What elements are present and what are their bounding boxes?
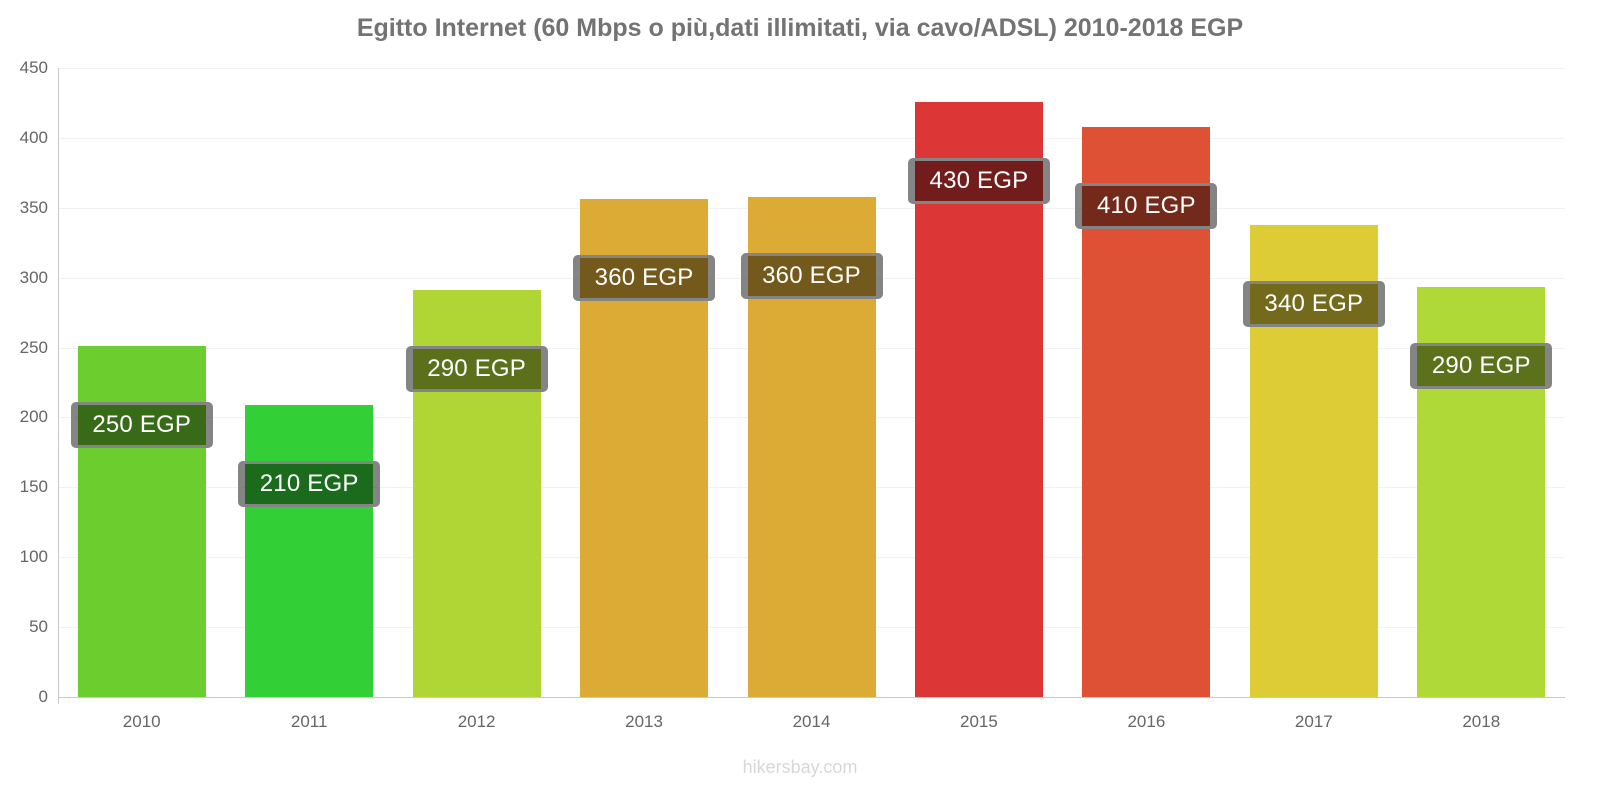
x-axis-line	[58, 697, 1565, 698]
x-axis-tick-label: 2018	[1462, 712, 1501, 731]
x-axis-tick-label: 2011	[290, 712, 328, 731]
bar-2011[interactable]	[245, 404, 374, 697]
y-axis-tick-label: 400	[19, 127, 48, 147]
bar-2014[interactable]	[747, 196, 876, 697]
bar-value-label-2017: 340 EGP	[1242, 280, 1385, 327]
bar-value-label-2014: 360 EGP	[740, 252, 883, 299]
y-axis-tick-label: 50	[29, 617, 48, 637]
y-axis-tick-label: 200	[19, 407, 48, 427]
y-axis-line	[58, 68, 59, 704]
y-axis-tick-label: 450	[19, 58, 48, 77]
bar-value-label-2010: 250 EGP	[70, 402, 213, 449]
x-axis-tick-label: 2014	[792, 712, 831, 731]
y-axis-tick-label: 300	[19, 267, 48, 287]
footer-credit: hikersbay.com	[742, 757, 858, 777]
y-axis-tick-label: 100	[19, 547, 48, 567]
bar-value-label-2013: 360 EGP	[573, 255, 716, 302]
bar-value-label-2011: 210 EGP	[238, 460, 381, 507]
bar-value-label-2012: 290 EGP	[405, 346, 548, 393]
bar-2018[interactable]	[1417, 287, 1546, 697]
x-axis-tick-label: 2012	[457, 712, 496, 731]
x-axis-tick-label: 2010	[122, 712, 161, 731]
bar-value-label-2016: 410 EGP	[1075, 182, 1218, 229]
bar-2012[interactable]	[412, 290, 541, 697]
bar-2017[interactable]	[1249, 224, 1378, 697]
bar-2016[interactable]	[1082, 126, 1211, 697]
x-axis-tick-label: 2017	[1294, 712, 1333, 731]
bars-container: 250 EGP 210 EGP 290 EGP 360 EGP 360 EGP 430 E…	[58, 68, 1565, 697]
bar-value-label-2018: 290 EGP	[1410, 343, 1553, 390]
y-axis-tick-label: 250	[19, 337, 48, 357]
y-axis-tick-label: 150	[19, 477, 48, 497]
bar-value-label-2015: 430 EGP	[907, 157, 1050, 204]
x-axis-tick-label: 2015	[960, 712, 998, 731]
chart-title: Egitto Internet (60 Mbps o più,dati illi…	[356, 14, 1244, 42]
gridline	[58, 68, 1565, 69]
y-axis-tick-label: 0	[38, 687, 48, 706]
x-axis-tick-label: 2013	[625, 712, 663, 731]
bar-2013[interactable]	[580, 199, 709, 697]
bar-2010[interactable]	[77, 346, 206, 697]
y-axis-tick-label: 350	[19, 197, 48, 217]
gridline	[58, 137, 1565, 139]
x-axis-tick-label: 2016	[1127, 712, 1166, 731]
